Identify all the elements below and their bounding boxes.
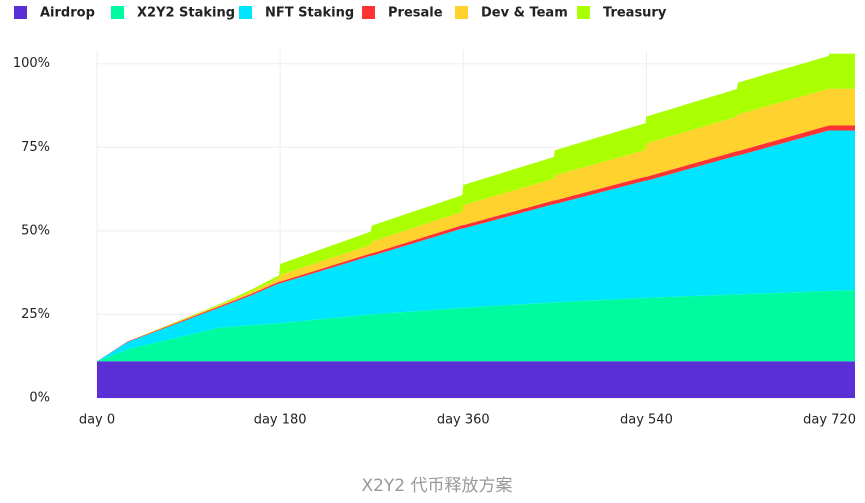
y-tick-label: 50% — [21, 223, 50, 238]
area — [97, 53, 855, 362]
y-tick-label: 100% — [13, 56, 50, 71]
legend-swatch — [14, 6, 27, 19]
x-tick-label: day 180 — [254, 413, 307, 428]
x-tick-label: day 720 — [803, 413, 856, 428]
legend-label: Presale — [388, 6, 443, 21]
x-tick-label: day 360 — [437, 413, 490, 428]
x-tick-label: day 540 — [620, 413, 673, 428]
y-tick-label: 75% — [21, 140, 50, 155]
legend-swatch — [577, 6, 590, 19]
area — [97, 361, 855, 398]
legend-label: Airdrop — [40, 6, 95, 21]
y-tick-label: 0% — [29, 391, 50, 406]
area — [97, 290, 855, 362]
legend-label: X2Y2 Staking — [137, 6, 235, 21]
legend-swatch — [239, 6, 252, 19]
area — [97, 88, 855, 362]
caption: X2Y2 代币释放方案 — [361, 476, 512, 496]
y-tick-label: 25% — [21, 307, 50, 322]
area — [97, 130, 855, 362]
legend-swatch — [362, 6, 375, 19]
legend-label: Treasury — [603, 6, 667, 21]
x-tick-label: day 0 — [79, 413, 115, 428]
legend-label: NFT Staking — [265, 6, 354, 21]
legend-swatch — [455, 6, 468, 19]
legend-label: Dev & Team — [481, 6, 568, 21]
legend-swatch — [111, 6, 124, 19]
